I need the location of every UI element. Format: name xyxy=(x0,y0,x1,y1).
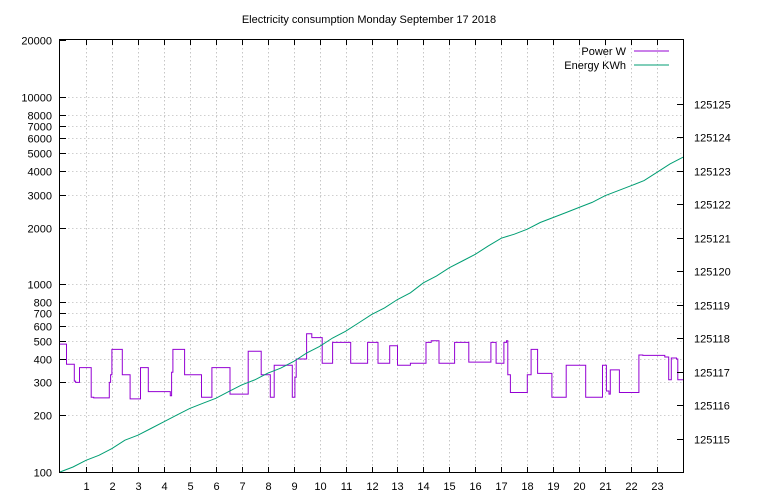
x-tick-label: 3 xyxy=(135,481,141,493)
x-tick-label: 10 xyxy=(314,481,326,493)
x-tick-label: 11 xyxy=(341,481,352,493)
y-tick-label: 8000 xyxy=(28,111,52,123)
y-tick-label: 4000 xyxy=(28,167,52,179)
y-tick-label: 3000 xyxy=(28,191,52,203)
series-line-power-w xyxy=(60,333,683,400)
y-tick-label: 700 xyxy=(34,309,52,321)
legend-label-power-w: Power W xyxy=(581,46,626,58)
y2-tick-label: 125116 xyxy=(694,401,730,413)
x-tick-label: 23 xyxy=(651,481,663,493)
grid xyxy=(60,40,683,472)
y2-tick-label: 125118 xyxy=(694,334,730,346)
legend: Power W Energy KWh xyxy=(564,46,669,72)
x-tick-label: 7 xyxy=(239,481,245,493)
x-tick-label: 4 xyxy=(161,481,167,493)
y-tick-label: 100 xyxy=(34,468,52,480)
axes xyxy=(59,39,684,473)
series-layer xyxy=(59,156,684,473)
chart-title: Electricity consumption Monday September… xyxy=(242,14,496,26)
y-tick-label: 500 xyxy=(34,337,52,349)
x-tick-label: 1 xyxy=(83,481,89,493)
x-tick-label: 18 xyxy=(521,481,533,493)
y-tick-label: 300 xyxy=(34,378,52,390)
x-tick-label: 21 xyxy=(599,481,611,493)
y2-tick-label: 125122 xyxy=(694,200,731,212)
series-line-energy-kwh xyxy=(59,156,684,473)
x-tick-label: 2 xyxy=(109,481,115,493)
x-tick-label: 22 xyxy=(625,481,637,493)
x-tick-label: 20 xyxy=(573,481,585,493)
y-tick-label: 1000 xyxy=(28,280,52,292)
x-tick-label: 5 xyxy=(187,481,193,493)
y-tick-label: 6000 xyxy=(28,134,52,146)
x-tick-label: 9 xyxy=(291,481,297,493)
x-tick-label: 8 xyxy=(265,481,271,493)
x-tick-label: 19 xyxy=(547,481,559,493)
x-tick-label: 14 xyxy=(417,481,429,493)
plot-frame xyxy=(59,39,684,473)
y-tick-label: 10000 xyxy=(21,93,52,105)
y2-tick-label: 125123 xyxy=(694,167,731,179)
y2-tick-label: 125120 xyxy=(694,267,731,279)
x-tick-label: 15 xyxy=(443,481,455,493)
legend-label-energy-kwh: Energy KWh xyxy=(564,60,626,72)
x-tick-label: 6 xyxy=(213,481,219,493)
y-tick-label: 600 xyxy=(34,322,52,334)
y-tick-label: 20000 xyxy=(21,36,52,48)
y2-tick-label: 125125 xyxy=(694,100,731,112)
y2-tick-label: 125119 xyxy=(694,301,730,313)
y-tick-label: 7000 xyxy=(28,122,52,134)
y-tick-label: 200 xyxy=(34,411,52,423)
x-tick-label: 12 xyxy=(366,481,378,493)
y2-tick-label: 125121 xyxy=(694,234,731,246)
y-tick-label: 800 xyxy=(34,298,52,310)
x-tick-label: 17 xyxy=(495,481,507,493)
x-tick-label: 16 xyxy=(469,481,481,493)
y-tick-label: 5000 xyxy=(28,149,52,161)
y2-tick-label: 125124 xyxy=(694,133,731,145)
y2-tick-label: 125115 xyxy=(694,435,730,447)
y2-tick-label: 125117 xyxy=(694,368,730,380)
y-tick-label: 2000 xyxy=(28,224,52,236)
y-tick-label: 400 xyxy=(34,355,52,367)
tick-labels: 1 2 3 4 5 6 7 8 9 10 11 12 13 14 15 16 17 18 19 20 21 22 23100… xyxy=(21,36,730,494)
x-tick-label: 13 xyxy=(391,481,403,493)
